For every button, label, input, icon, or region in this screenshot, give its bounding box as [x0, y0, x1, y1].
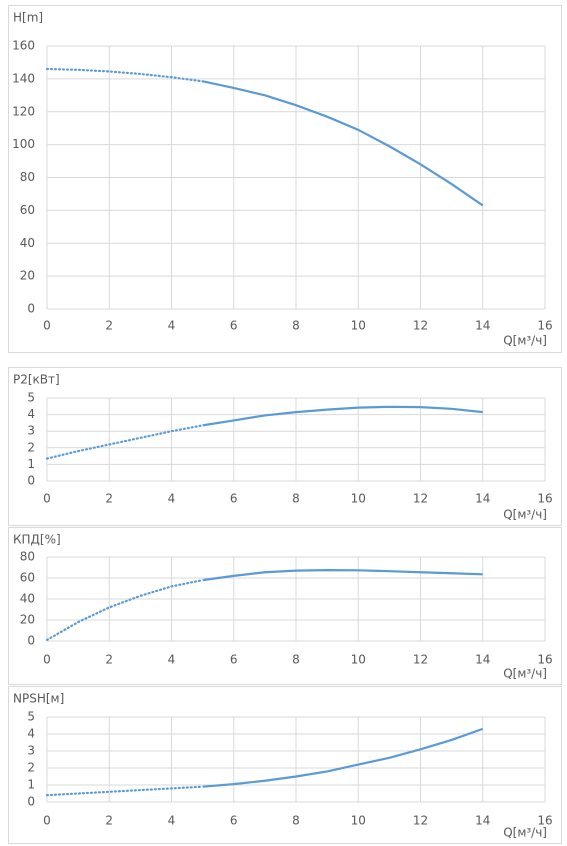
line-series [45, 424, 204, 460]
y-tick-label: 120 [12, 104, 35, 118]
y-tick-label: 20 [20, 613, 35, 627]
x-tick-label: 0 [43, 814, 51, 828]
y-tick-label: 2 [27, 440, 35, 454]
x-tick-label: 12 [413, 319, 428, 333]
y-tick-label: 1 [27, 457, 35, 471]
y-axis-title: NPSH[м] [13, 692, 64, 706]
chart-frame [8, 367, 562, 526]
x-tick-label: 4 [168, 492, 176, 506]
y-tick-label: 20 [20, 269, 35, 283]
x-tick-label: 6 [230, 319, 238, 333]
x-tick-label: 8 [292, 814, 300, 828]
y-tick-label: 100 [12, 137, 35, 151]
x-tick-label: 16 [537, 319, 552, 333]
y-tick-label: 40 [20, 236, 35, 250]
x-tick-label: 2 [105, 319, 113, 333]
x-tick-label: 4 [168, 653, 176, 667]
y-tick-label: 5 [27, 710, 35, 724]
chart-frame [8, 686, 562, 844]
x-tick-label: 16 [537, 653, 552, 667]
x-tick-label: 2 [105, 492, 113, 506]
x-tick-label: 14 [475, 492, 490, 506]
x-tick-label: 4 [168, 319, 176, 333]
y-axis-title: H[m] [13, 11, 43, 25]
x-axis-title: Q[м³/ч] [503, 667, 547, 681]
x-tick-label: 14 [475, 653, 490, 667]
y-tick-label: 5 [27, 391, 35, 405]
y-tick-label: 0 [27, 302, 35, 316]
y-tick-label: 4 [27, 407, 35, 421]
y-tick-label: 3 [27, 744, 35, 758]
x-tick-label: 0 [43, 653, 51, 667]
x-tick-label: 10 [351, 814, 366, 828]
x-tick-label: 2 [105, 814, 113, 828]
y-tick-label: 80 [20, 170, 35, 184]
line-series [202, 405, 483, 427]
x-tick-label: 16 [537, 814, 552, 828]
x-tick-label: 4 [168, 814, 176, 828]
x-tick-label: 0 [43, 319, 51, 333]
y-tick-label: 60 [20, 203, 35, 217]
x-axis-title: Q[м³/ч] [503, 334, 547, 348]
line-series [202, 80, 484, 207]
y-tick-label: 3 [27, 424, 35, 438]
line-series [45, 579, 204, 642]
x-tick-label: 14 [475, 814, 490, 828]
y-tick-label: 80 [20, 550, 35, 564]
y-axis-title: P2[кВт] [13, 373, 60, 387]
y-tick-label: 60 [20, 571, 35, 585]
chart-frame [8, 5, 562, 353]
line-series [202, 569, 483, 582]
x-tick-label: 8 [292, 319, 300, 333]
x-tick-label: 8 [292, 492, 300, 506]
x-tick-label: 10 [351, 653, 366, 667]
y-tick-label: 0 [27, 474, 35, 488]
x-tick-label: 6 [230, 653, 238, 667]
y-tick-label: 0 [27, 634, 35, 648]
x-tick-label: 12 [413, 492, 428, 506]
y-tick-label: 140 [12, 71, 35, 85]
line-series [45, 785, 204, 797]
chart-frame [8, 527, 562, 685]
x-tick-label: 12 [413, 653, 428, 667]
y-tick-label: 1 [27, 778, 35, 792]
x-axis-title: Q[м³/ч] [503, 508, 547, 522]
y-tick-label: 4 [27, 727, 35, 741]
x-tick-label: 12 [413, 814, 428, 828]
y-axis-title: КПД[%] [13, 533, 61, 547]
x-tick-label: 10 [351, 492, 366, 506]
line-series [45, 67, 204, 83]
x-tick-label: 10 [351, 319, 366, 333]
y-tick-label: 0 [27, 795, 35, 809]
y-tick-label: 160 [12, 39, 35, 53]
y-tick-label: 2 [27, 761, 35, 775]
x-tick-label: 6 [230, 492, 238, 506]
x-axis-title: Q[м³/ч] [503, 826, 547, 840]
x-tick-label: 16 [537, 492, 552, 506]
x-tick-label: 0 [43, 492, 51, 506]
x-tick-label: 2 [105, 653, 113, 667]
line-series [202, 727, 484, 788]
x-tick-label: 8 [292, 653, 300, 667]
x-tick-label: 6 [230, 814, 238, 828]
y-tick-label: 40 [20, 592, 35, 606]
x-tick-label: 14 [475, 319, 490, 333]
